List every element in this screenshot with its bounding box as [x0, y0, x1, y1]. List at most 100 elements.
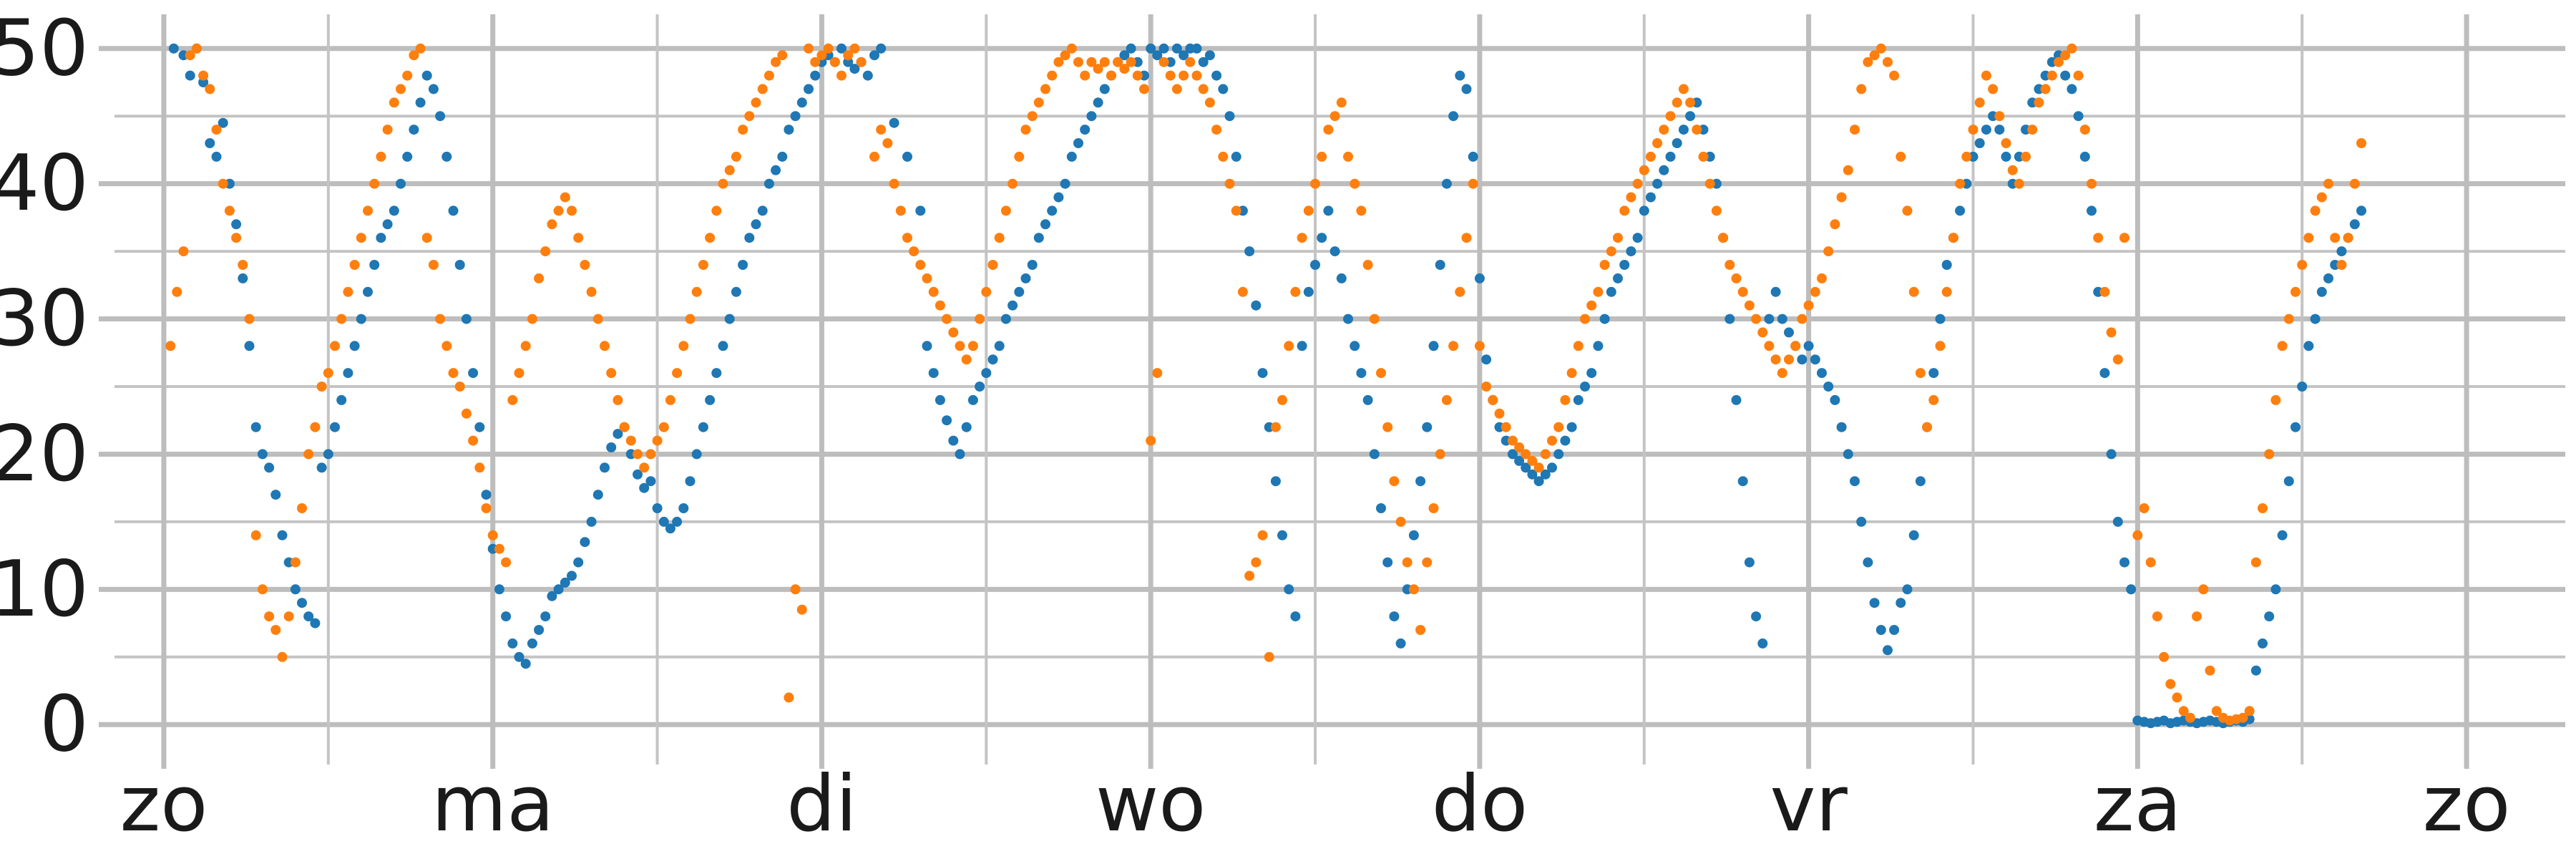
data-point-series-1 — [409, 125, 419, 135]
data-point-series-2 — [1968, 125, 1979, 135]
data-point-series-2 — [2073, 70, 2084, 81]
data-point-series-2 — [2145, 557, 2156, 568]
data-point-series-1 — [1310, 260, 1320, 270]
data-point-series-1 — [567, 571, 577, 581]
data-point-series-2 — [672, 368, 683, 379]
data-point-series-1 — [672, 516, 683, 527]
data-point-series-1 — [402, 151, 413, 162]
data-point-series-1 — [935, 394, 945, 405]
data-point-series-2 — [1008, 178, 1018, 189]
data-point-series-1 — [1731, 394, 1742, 405]
data-point-series-2 — [882, 138, 893, 148]
data-point-series-2 — [948, 327, 959, 338]
data-point-series-2 — [942, 314, 952, 324]
data-point-series-2 — [1501, 422, 1511, 432]
data-point-series-2 — [1382, 422, 1393, 432]
data-point-series-2 — [1455, 286, 1465, 297]
data-point-series-1 — [1751, 611, 1762, 622]
data-point-series-1 — [1981, 125, 1991, 135]
data-point-series-2 — [297, 503, 307, 513]
data-point-series-1 — [889, 117, 899, 128]
data-point-series-2 — [1547, 435, 1557, 446]
data-point-series-1 — [1244, 246, 1255, 257]
data-point-series-1 — [1330, 246, 1340, 257]
data-point-series-2 — [1527, 455, 1538, 466]
data-point-series-1 — [645, 476, 656, 487]
data-point-series-1 — [1152, 50, 1163, 61]
data-point-series-1 — [448, 205, 459, 216]
data-points — [165, 43, 2366, 729]
data-point-series-2 — [501, 557, 512, 568]
data-point-series-2 — [2297, 260, 2308, 270]
data-point-series-2 — [1613, 233, 1623, 243]
data-point-series-2 — [2330, 233, 2341, 243]
data-point-series-1 — [1198, 57, 1209, 67]
data-point-series-1 — [1468, 151, 1478, 162]
data-point-series-1 — [1448, 111, 1459, 122]
y-tick-label: 20 — [0, 409, 89, 499]
data-point-series-2 — [534, 273, 545, 283]
data-point-series-2 — [1448, 341, 1459, 351]
data-point-series-1 — [356, 314, 366, 324]
data-point-series-2 — [257, 584, 268, 595]
data-point-series-2 — [303, 449, 314, 460]
data-point-series-1 — [396, 178, 406, 189]
data-point-series-1 — [1626, 246, 1636, 257]
data-point-series-2 — [277, 651, 288, 662]
data-point-series-1 — [698, 422, 708, 432]
data-point-series-2 — [1093, 64, 1103, 74]
data-point-series-1 — [1606, 286, 1616, 297]
data-point-series-1 — [1724, 314, 1735, 324]
data-point-series-2 — [1389, 476, 1400, 487]
data-point-series-2 — [2336, 260, 2347, 270]
data-point-series-1 — [1395, 638, 1406, 649]
data-point-series-2 — [205, 84, 215, 94]
y-tick-label: 40 — [0, 139, 89, 228]
data-point-series-2 — [2159, 651, 2170, 662]
data-point-series-2 — [678, 341, 689, 351]
data-point-series-2 — [1724, 260, 1735, 270]
data-point-series-1 — [1257, 368, 1268, 379]
data-point-series-1 — [1297, 341, 1307, 351]
data-point-series-1 — [2067, 84, 2077, 94]
data-point-series-2 — [421, 233, 432, 243]
data-point-series-1 — [369, 260, 380, 270]
data-point-series-1 — [1191, 43, 1202, 54]
data-point-series-2 — [757, 84, 768, 94]
data-point-series-1 — [1126, 43, 1136, 54]
data-point-series-1 — [961, 422, 972, 432]
data-point-series-2 — [639, 462, 650, 473]
data-point-series-2 — [829, 57, 840, 67]
data-point-series-1 — [514, 651, 525, 662]
data-point-series-2 — [645, 449, 656, 460]
data-point-series-2 — [1152, 368, 1163, 379]
data-point-series-2 — [1251, 557, 1262, 568]
data-point-series-1 — [343, 368, 353, 379]
data-point-series-1 — [1027, 260, 1038, 270]
data-point-series-2 — [567, 205, 577, 216]
data-point-series-2 — [981, 286, 992, 297]
data-point-series-2 — [1619, 205, 1630, 216]
data-point-series-1 — [1810, 354, 1820, 365]
data-point-series-2 — [1731, 273, 1742, 283]
data-point-series-2 — [270, 625, 281, 635]
data-point-series-2 — [1488, 394, 1498, 405]
data-point-series-2 — [1323, 125, 1334, 135]
data-point-series-2 — [2087, 178, 2097, 189]
data-point-series-2 — [633, 449, 643, 460]
data-point-series-2 — [527, 314, 537, 324]
data-point-series-1 — [2099, 368, 2110, 379]
data-point-series-2 — [2303, 233, 2314, 243]
data-point-series-2 — [1106, 70, 1116, 81]
data-point-series-2 — [1264, 651, 1274, 662]
data-point-series-2 — [975, 314, 985, 324]
data-point-series-2 — [1257, 530, 1268, 540]
data-point-series-2 — [902, 233, 912, 243]
data-point-series-1 — [771, 165, 781, 175]
data-point-series-1 — [540, 611, 551, 622]
data-point-series-1 — [264, 462, 275, 473]
data-point-series-2 — [2165, 679, 2176, 689]
data-point-series-2 — [1000, 205, 1011, 216]
data-point-series-2 — [777, 50, 788, 61]
